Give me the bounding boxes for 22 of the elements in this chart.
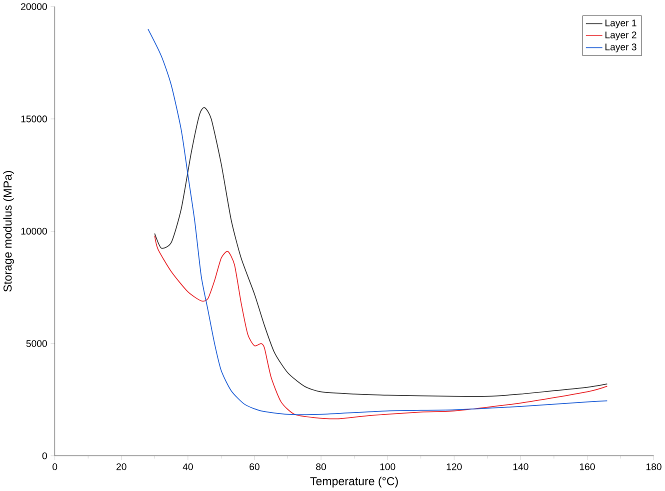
legend-label: Layer 1 (605, 20, 636, 28)
x-tick-label: 140 (513, 463, 528, 470)
x-tick-label: 120 (446, 463, 462, 470)
y-tick-label: 20000 (21, 3, 47, 10)
y-tick-label: 5000 (26, 340, 47, 348)
y-tick-label: 0 (42, 452, 47, 460)
y-tick-label: 10000 (21, 228, 47, 235)
x-tick-label: 100 (380, 463, 396, 470)
legend-label: Layer 2 (605, 32, 636, 40)
x-tick-label: 0 (52, 463, 58, 470)
x-tick-label: 60 (250, 463, 260, 470)
y-tick-label: 15000 (21, 116, 47, 122)
x-tick-label: 160 (580, 463, 595, 470)
line-series (154, 235, 608, 420)
x-tick-label: 20 (116, 463, 126, 470)
y-axis-title: Storage modulus (MPa) (3, 171, 14, 292)
legend-label: Layer 3 (605, 44, 636, 52)
x-tick-label: 80 (316, 463, 326, 470)
x-tick-label: 180 (646, 463, 662, 470)
x-axis-title: Temperature (°C) (310, 476, 398, 488)
x-tick-label: 40 (182, 463, 193, 470)
line-series (154, 107, 608, 398)
